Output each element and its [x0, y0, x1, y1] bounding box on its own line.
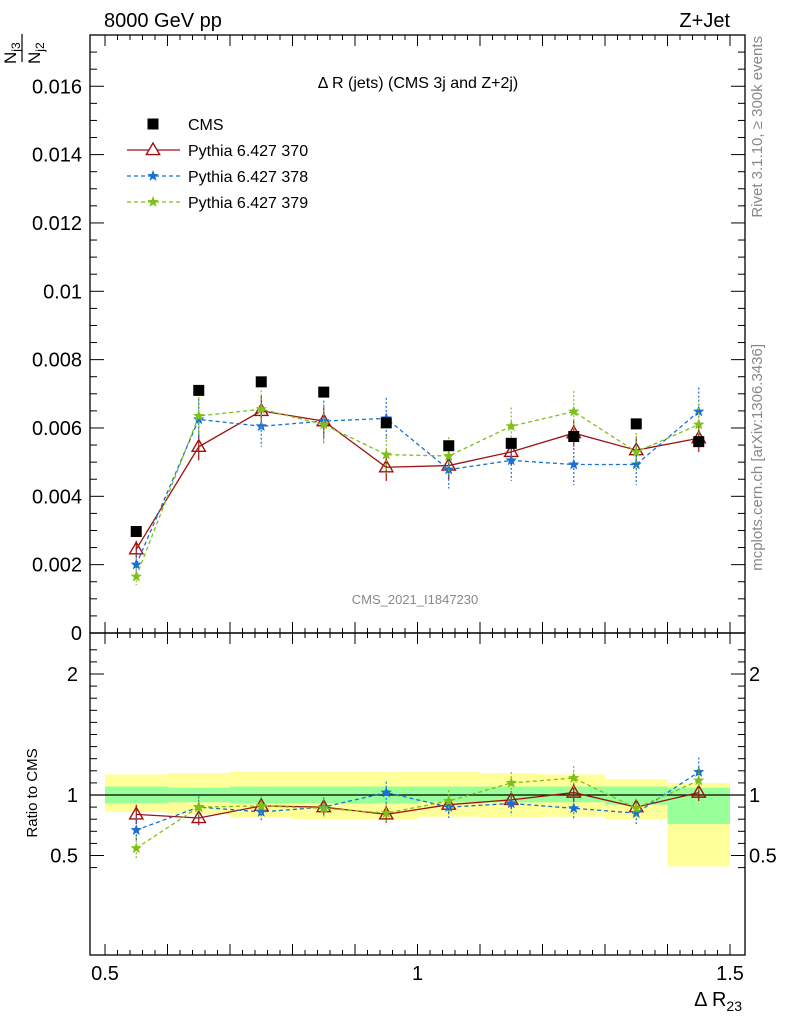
y-tick-label: 0.006	[32, 418, 82, 440]
ratio-series-2-point	[318, 802, 330, 814]
ratio-series-1-line	[136, 771, 700, 831]
main-series-0-point	[255, 376, 267, 388]
main-series-0-point	[693, 436, 705, 448]
y-tick-label: 0.008	[32, 350, 82, 372]
main-series-3-point	[630, 445, 642, 457]
ratio-series-2-point	[443, 795, 455, 806]
header-right: Z+Jet	[679, 10, 730, 32]
legend-label-2: Pythia 6.427 378	[188, 169, 308, 186]
y-tick-label: 0.002	[32, 555, 82, 577]
legend-marker-3	[147, 196, 159, 207]
main-series-0-point	[568, 431, 580, 443]
ratio-series-2-point	[505, 776, 517, 788]
main-series-3-point	[568, 405, 580, 417]
main-series-2-point	[130, 558, 142, 570]
rivet-label: Rivet 3.1.10, ≥ 300k events	[749, 36, 766, 218]
svg-text:Nj2: Nj2	[25, 42, 47, 64]
x-tick-label: 1	[412, 963, 423, 985]
main-series-0-point	[130, 526, 142, 538]
ratio-series-1-point	[693, 766, 705, 777]
main-series-3-point	[130, 570, 142, 582]
ylabel-num-sub: j3	[9, 42, 23, 53]
main-series-2-point	[443, 463, 455, 475]
ratio-series-1-point	[568, 802, 580, 814]
main-series-0-point	[318, 386, 330, 398]
ratio-series-2-point	[380, 807, 392, 818]
main-series-2-point	[693, 405, 705, 417]
main-series-0-point	[443, 440, 455, 452]
y-tick-label: 0.014	[32, 145, 82, 167]
ratio-y-tick-label: 2	[67, 664, 78, 686]
header-left: 8000 GeV pp	[104, 10, 222, 32]
main-series-2-point	[255, 420, 267, 432]
main-series-3-line	[135, 408, 700, 577]
legend-marker-0	[147, 118, 159, 130]
ratio-series-2-line	[135, 777, 700, 849]
plot-title: Δ R (jets) (CMS 3j and Z+2j)	[318, 75, 519, 92]
ratio-series-2-point	[130, 842, 142, 854]
main-series-1-point	[378, 458, 395, 473]
main-series-0-point	[193, 384, 205, 396]
legend-label-3: Pythia 6.427 379	[188, 195, 308, 212]
main-series-3-point	[693, 418, 705, 430]
mcplots-label: mcplots.cern.ch [arXiv:1306.3436]	[749, 344, 766, 571]
main-series-3-point	[193, 410, 205, 421]
main-series-1-point	[190, 438, 207, 453]
y-tick-label: 0.012	[32, 213, 82, 235]
main-series-3-point	[255, 403, 267, 415]
ratio-series-2-point	[630, 802, 642, 814]
main-series-3-point	[443, 449, 455, 461]
main-series-1-line	[135, 410, 699, 550]
legend-label-0: CMS	[188, 117, 224, 134]
ratio-series-1-point	[505, 797, 517, 809]
ratio-series-2-point	[568, 772, 580, 783]
ylabel-num: N	[1, 52, 20, 64]
ratio-series-0-point	[190, 809, 207, 824]
main-ylabel-fraction: Nj3 Nj2	[1, 34, 47, 64]
ratio-series-2-point	[693, 774, 705, 786]
watermark: CMS_2021_I1847230	[352, 592, 479, 607]
ratio-xlabel: Δ R23	[694, 989, 742, 1014]
main-series-3-point	[380, 448, 392, 460]
main-series-3-point	[505, 420, 517, 432]
ratio-y-tick-label: 0.5	[50, 846, 78, 868]
ratio-series-1-point	[130, 824, 142, 835]
ylabel-den: N	[25, 52, 44, 64]
main-series-0-point	[630, 418, 642, 430]
y-tick-label: 0	[71, 623, 82, 645]
main-series-0-point	[505, 437, 517, 449]
legend-label-1: Pythia 6.427 370	[188, 143, 308, 160]
main-series-2-point	[505, 454, 517, 466]
legend-marker-1	[145, 141, 161, 156]
y-tick-label: 0.01	[43, 281, 82, 303]
main-series-0-point	[380, 417, 392, 429]
ratio-y-tick-label-right: 2	[749, 664, 760, 686]
ratio-series-0-point	[690, 784, 707, 798]
main-series-2-point	[630, 458, 642, 470]
x-tick-label: 0.5	[91, 963, 119, 985]
ratio-series-0-line	[136, 791, 699, 819]
ratio-series-2-point	[193, 801, 205, 812]
ratio-ylabel: Ratio to CMS	[24, 748, 41, 837]
y-tick-label: 0.016	[32, 76, 82, 98]
ratio-y-tick-label-right: 0.5	[749, 846, 777, 868]
main-series-1-point	[128, 540, 145, 555]
main-series-2-line	[135, 411, 700, 565]
main-series-2-point	[568, 458, 580, 470]
ratio-series-1-point	[255, 805, 267, 817]
legend-marker-2	[147, 170, 159, 181]
x-tick-label: 1.5	[716, 963, 744, 985]
y-tick-label: 0.004	[32, 486, 82, 508]
ratio-series-2-point	[255, 799, 267, 811]
ratio-y-tick-label: 1	[67, 785, 78, 807]
ratio-series-1-point	[380, 786, 392, 798]
svg-text:Nj3: Nj3	[1, 42, 23, 64]
ratio-y-tick-label-right: 1	[749, 785, 760, 807]
main-series-3-point	[318, 418, 330, 430]
ylabel-den-sub: j2	[33, 42, 47, 53]
